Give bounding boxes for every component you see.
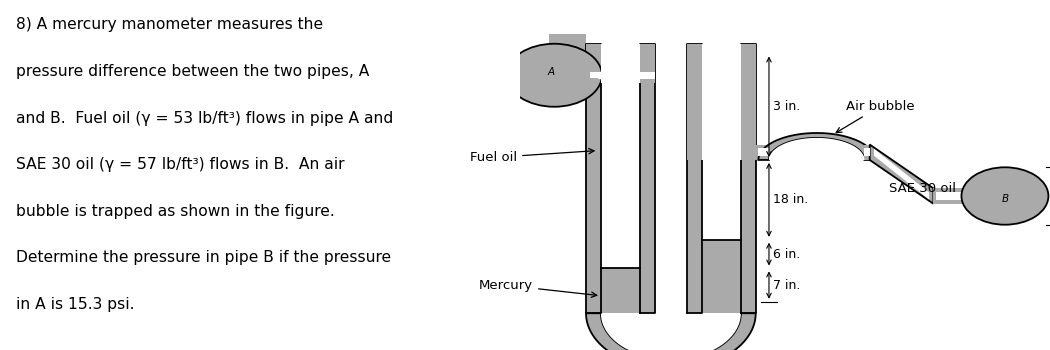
Text: Mercury: Mercury xyxy=(479,279,596,298)
Text: Determine the pressure in pipe B if the pressure: Determine the pressure in pipe B if the … xyxy=(16,250,391,265)
Polygon shape xyxy=(701,44,741,240)
Polygon shape xyxy=(601,313,741,350)
Polygon shape xyxy=(597,72,655,79)
Polygon shape xyxy=(758,148,769,156)
Polygon shape xyxy=(687,145,756,160)
Text: SAE 30 oil: SAE 30 oil xyxy=(889,182,957,196)
Polygon shape xyxy=(864,145,869,160)
Polygon shape xyxy=(869,145,933,204)
Polygon shape xyxy=(687,44,701,313)
Text: SAE 30 oil (γ = 57 lb/ft³) flows in B.  An air: SAE 30 oil (γ = 57 lb/ft³) flows in B. A… xyxy=(16,157,344,172)
Polygon shape xyxy=(741,44,756,313)
Polygon shape xyxy=(549,44,586,54)
Text: A: A xyxy=(548,67,555,77)
Text: pressure difference between the two pipes, A: pressure difference between the two pipe… xyxy=(16,64,369,79)
Polygon shape xyxy=(640,44,655,313)
Polygon shape xyxy=(586,44,655,83)
Text: 7 in.: 7 in. xyxy=(773,279,800,292)
Polygon shape xyxy=(758,133,875,160)
Polygon shape xyxy=(601,44,640,268)
Polygon shape xyxy=(864,148,869,156)
Text: and B.  Fuel oil (γ = 53 lb/ft³) flows in pipe A and: and B. Fuel oil (γ = 53 lb/ft³) flows in… xyxy=(16,111,393,126)
Circle shape xyxy=(506,44,602,107)
Polygon shape xyxy=(601,268,640,313)
Polygon shape xyxy=(769,138,864,160)
Text: 18 in.: 18 in. xyxy=(773,193,808,206)
Circle shape xyxy=(962,167,1048,225)
Text: Fuel oil: Fuel oil xyxy=(470,148,594,164)
Polygon shape xyxy=(687,44,756,160)
Polygon shape xyxy=(874,149,929,200)
Polygon shape xyxy=(769,156,864,160)
Polygon shape xyxy=(701,44,741,160)
Polygon shape xyxy=(701,240,741,313)
Polygon shape xyxy=(586,44,601,313)
Text: 3 in.: 3 in. xyxy=(773,100,800,113)
Text: in A is 15.3 psi.: in A is 15.3 psi. xyxy=(16,297,134,312)
Text: Air bubble: Air bubble xyxy=(836,100,915,133)
Polygon shape xyxy=(549,34,586,44)
Polygon shape xyxy=(933,188,966,204)
Polygon shape xyxy=(549,34,586,44)
Text: bubble is trapped as shown in the figure.: bubble is trapped as shown in the figure… xyxy=(16,204,334,219)
Polygon shape xyxy=(594,68,655,83)
Polygon shape xyxy=(590,72,608,78)
Text: 6 in.: 6 in. xyxy=(773,247,800,261)
Polygon shape xyxy=(601,44,640,83)
Polygon shape xyxy=(756,145,769,160)
Polygon shape xyxy=(936,192,966,200)
Text: B: B xyxy=(1002,195,1008,204)
Polygon shape xyxy=(586,313,756,350)
Polygon shape xyxy=(583,68,615,82)
Text: 8) A mercury manometer measures the: 8) A mercury manometer measures the xyxy=(16,18,322,33)
